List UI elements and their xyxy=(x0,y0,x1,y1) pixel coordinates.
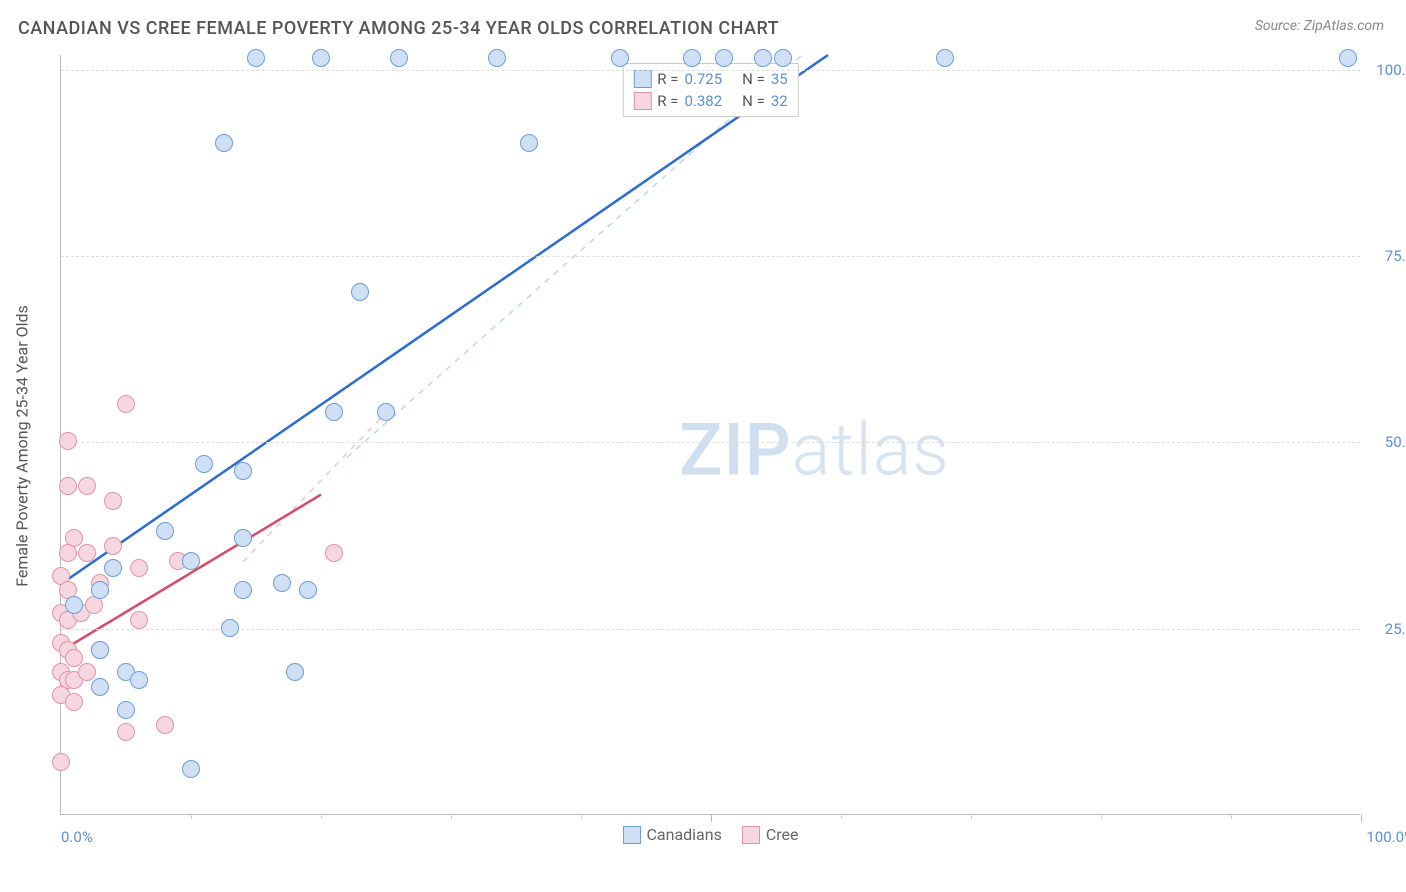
y-axis-label: Female Poverty Among 25-34 Year Olds xyxy=(13,305,32,587)
x-tick-major xyxy=(1361,814,1362,822)
x-tick-minor xyxy=(581,814,582,819)
y-tick-label: 100.0% xyxy=(1365,61,1406,79)
data-point-canadians xyxy=(774,49,792,67)
legend-swatch xyxy=(742,826,760,844)
r-label: R = xyxy=(657,70,678,88)
data-point-cree xyxy=(78,663,96,681)
chart-title: CANADIAN VS CREE FEMALE POVERTY AMONG 25… xyxy=(18,18,779,39)
data-point-canadians xyxy=(325,403,343,421)
x-axis-start-label: 0.0% xyxy=(61,828,93,846)
x-axis-end-label: 100.0% xyxy=(1366,828,1406,846)
data-point-canadians xyxy=(234,529,252,547)
data-point-cree xyxy=(104,537,122,555)
x-tick-major xyxy=(711,814,712,822)
n-label: N = xyxy=(742,70,765,88)
data-point-canadians xyxy=(91,581,109,599)
x-tick-minor xyxy=(451,814,452,819)
data-point-cree xyxy=(104,492,122,510)
data-point-canadians xyxy=(182,760,200,778)
data-point-canadians xyxy=(234,462,252,480)
data-point-canadians xyxy=(91,678,109,696)
grid-line-h xyxy=(61,442,1360,443)
data-point-canadians xyxy=(273,574,291,592)
data-point-cree xyxy=(52,753,70,771)
data-point-canadians xyxy=(351,283,369,301)
data-point-canadians xyxy=(130,671,148,689)
data-point-cree xyxy=(130,559,148,577)
chart-source: Source: ZipAtlas.com xyxy=(1255,18,1384,34)
data-point-canadians xyxy=(520,134,538,152)
legend-label: Canadians xyxy=(646,825,721,844)
data-point-canadians xyxy=(182,552,200,570)
data-point-canadians xyxy=(156,522,174,540)
legend-label: Cree xyxy=(766,825,799,844)
data-point-canadians xyxy=(683,49,701,67)
data-point-canadians xyxy=(312,49,330,67)
data-point-canadians xyxy=(221,619,239,637)
data-point-canadians xyxy=(117,701,135,719)
legend-swatch xyxy=(622,826,640,844)
correlation-legend: R = 0.725 N = 35 R = 0.382 N = 32 xyxy=(622,63,798,117)
legend-item-cree: Cree xyxy=(742,825,799,844)
n-label: N = xyxy=(742,92,765,110)
data-point-canadians xyxy=(715,49,733,67)
data-point-canadians xyxy=(488,49,506,67)
regression-lines-layer xyxy=(61,55,1360,814)
data-point-canadians xyxy=(195,455,213,473)
x-tick-minor xyxy=(1101,814,1102,819)
data-point-cree xyxy=(78,544,96,562)
legend-item-canadians: Canadians xyxy=(622,825,721,844)
x-tick-minor xyxy=(191,814,192,819)
data-point-cree xyxy=(130,611,148,629)
r-label: R = xyxy=(657,92,678,110)
data-point-cree xyxy=(78,477,96,495)
y-tick-label: 75.0% xyxy=(1365,247,1406,265)
data-point-canadians xyxy=(611,49,629,67)
chart-container: CANADIAN VS CREE FEMALE POVERTY AMONG 25… xyxy=(0,0,1406,892)
data-point-cree xyxy=(59,477,77,495)
data-point-cree xyxy=(117,723,135,741)
x-tick-minor xyxy=(321,814,322,819)
data-point-canadians xyxy=(1339,49,1357,67)
grid-line-h xyxy=(61,256,1360,257)
data-point-canadians xyxy=(754,49,772,67)
data-point-cree xyxy=(156,716,174,734)
data-point-canadians xyxy=(390,49,408,67)
n-value: 35 xyxy=(771,70,788,88)
r-value: 0.382 xyxy=(684,92,722,110)
y-tick-label: 25.0% xyxy=(1365,620,1406,638)
data-point-canadians xyxy=(299,581,317,599)
x-tick-minor xyxy=(971,814,972,819)
plot-area: ZIPatlas R =0.725N =35R =0.382N =32 Cana… xyxy=(60,55,1360,815)
x-tick-minor xyxy=(841,814,842,819)
data-point-canadians xyxy=(215,134,233,152)
data-point-cree xyxy=(59,544,77,562)
data-point-cree xyxy=(325,544,343,562)
data-point-canadians xyxy=(104,559,122,577)
y-tick-label: 50.0% xyxy=(1365,433,1406,451)
series-legend: Canadians Cree xyxy=(622,825,798,844)
data-point-canadians xyxy=(377,403,395,421)
data-point-canadians xyxy=(65,596,83,614)
data-point-canadians xyxy=(286,663,304,681)
x-tick-minor xyxy=(1231,814,1232,819)
data-point-canadians xyxy=(234,581,252,599)
grid-line-h xyxy=(61,629,1360,630)
legend-swatch xyxy=(633,70,651,88)
legend-swatch xyxy=(633,92,651,110)
data-point-cree xyxy=(65,649,83,667)
legend-row-cree: R = 0.382 N = 32 xyxy=(633,90,787,112)
data-point-cree xyxy=(65,693,83,711)
grid-line-h xyxy=(61,70,1360,71)
data-point-cree xyxy=(117,395,135,413)
data-point-canadians xyxy=(936,49,954,67)
data-point-canadians xyxy=(247,49,265,67)
data-point-canadians xyxy=(91,641,109,659)
legend-row-canadians: R = 0.725 N = 35 xyxy=(633,68,787,90)
n-value: 32 xyxy=(771,92,788,110)
data-point-cree xyxy=(59,432,77,450)
r-value: 0.725 xyxy=(684,70,722,88)
